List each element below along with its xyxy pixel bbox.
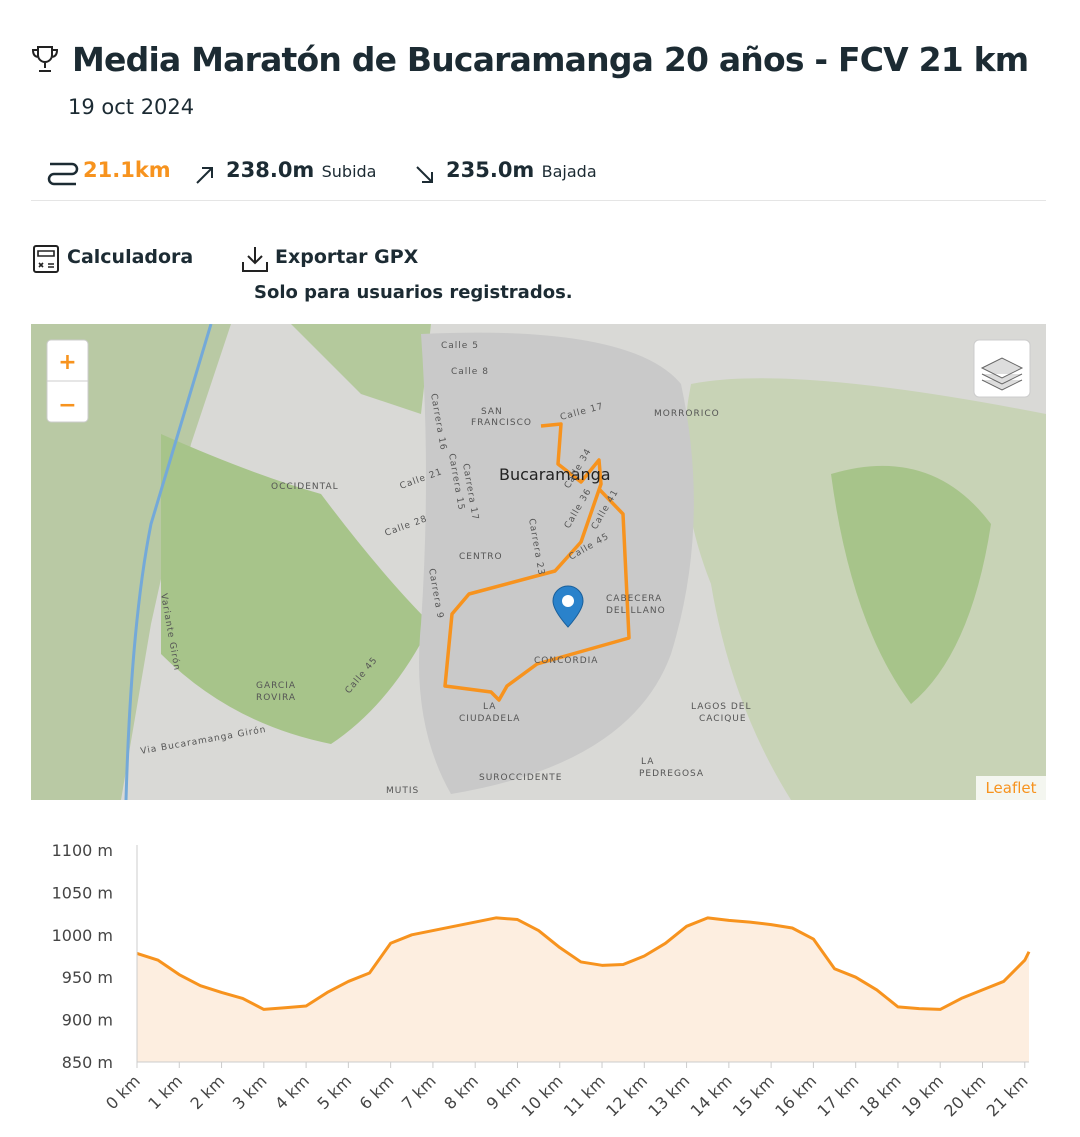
descent-icon — [416, 166, 433, 183]
title: Media Maratón de Bucaramanga 20 años - F… — [72, 40, 1029, 79]
map-label: LA — [483, 702, 496, 712]
area-fill — [137, 917, 1029, 1062]
x-tick-label: 2 km — [187, 1071, 229, 1113]
x-tick-label: 3 km — [229, 1071, 271, 1113]
download-icon — [242, 247, 268, 272]
attribution-box — [976, 776, 1046, 800]
map-label: DEL LLANO — [606, 606, 666, 616]
route — [443, 422, 631, 702]
map-label: Bucaramanga — [499, 465, 611, 484]
x-tick-label: 17 km — [814, 1071, 863, 1120]
x-tick-label: 21 km — [983, 1071, 1032, 1120]
ascent-label: Subida — [321, 162, 377, 181]
x-tick-label: 6 km — [356, 1071, 398, 1113]
descent-label: Bajada — [541, 162, 597, 181]
x-tick-label: 8 km — [440, 1071, 482, 1113]
divider — [31, 200, 1046, 201]
map-label: Calle 5 — [441, 341, 479, 351]
zoom-in[interactable]: + — [58, 350, 76, 375]
map-label: OCCIDENTAL — [271, 482, 339, 492]
x-tick-label: 11 km — [560, 1071, 609, 1120]
ascent: 238.0m — [226, 158, 315, 182]
x-tick-label: 4 km — [271, 1071, 313, 1113]
export-note: Solo para usuarios registrados. — [254, 282, 573, 303]
descent: 235.0m — [446, 158, 535, 182]
map-label: MORRORICO — [654, 409, 720, 419]
map-label: SAN — [481, 407, 503, 417]
y-tick-label: 1000 m — [52, 926, 113, 945]
x-tick-label: 12 km — [602, 1071, 651, 1120]
map-label: CACIQUE — [699, 714, 747, 724]
map-label: ROVIRA — [256, 693, 296, 703]
y-tick-label: 950 m — [62, 968, 113, 987]
map-marker-dot — [562, 595, 574, 607]
distance-icon — [47, 162, 79, 186]
map-label: CENTRO — [459, 552, 503, 562]
map-label: LAGOS DEL — [691, 702, 751, 712]
x-tick-label: 7 km — [398, 1071, 440, 1113]
map-label: CIUDADELA — [459, 714, 520, 724]
x-tick-label: 1 km — [144, 1071, 186, 1113]
x-tick-label: 0 km — [102, 1071, 144, 1113]
map-label: MUTIS — [386, 786, 419, 796]
map-label: PEDREGOSA — [639, 769, 704, 779]
elevation-line — [136, 916, 1031, 1011]
map-forest — [291, 324, 431, 414]
calculator-button[interactable]: Calculadora — [67, 246, 194, 268]
map-label: GARCIA — [256, 681, 296, 691]
map-forest — [831, 465, 991, 704]
x-tick-label: 13 km — [644, 1071, 693, 1120]
map-label: CONCORDIA — [534, 656, 598, 666]
x-tick-label: 14 km — [687, 1071, 736, 1120]
x-tick-label: 20 km — [940, 1071, 989, 1120]
map-label: LA — [641, 757, 654, 767]
y-tick-label: 850 m — [62, 1053, 113, 1072]
layers-icon — [980, 357, 1024, 391]
x-tick-label: 16 km — [771, 1071, 820, 1120]
map-label: CABECERA — [606, 594, 662, 604]
x-tick-label: 10 km — [518, 1071, 567, 1120]
map-label: FRANCISCO — [471, 418, 532, 428]
map-label: Calle 8 — [451, 367, 489, 377]
elevation-chart: 850 m 900 m 950 m 1000 m 1050 m 1100 m 0 km 1 k… — [52, 841, 1032, 1120]
zoom-out[interactable]: − — [58, 393, 76, 418]
attribution[interactable]: Leaflet — [985, 779, 1036, 797]
x-tick-label: 15 km — [729, 1071, 778, 1120]
y-tick-label: 1100 m — [52, 841, 113, 860]
export-button[interactable]: Exportar GPX — [275, 246, 419, 268]
distance: 21.1km — [83, 158, 171, 182]
map-city — [419, 332, 694, 794]
x-tick-label: 19 km — [898, 1071, 947, 1120]
y-tick-label: 1050 m — [52, 883, 113, 902]
map-label: SUROCCIDENTE — [479, 773, 562, 783]
map-river — [124, 324, 213, 800]
date: 19 oct 2024 — [68, 95, 195, 119]
x-tick-label: 5 km — [313, 1071, 355, 1113]
ascent-icon — [196, 167, 213, 184]
y-tick-label: 900 m — [62, 1011, 113, 1030]
trophy-icon — [31, 46, 59, 72]
x-tick-label: 18 km — [856, 1071, 905, 1120]
calculator-icon — [33, 245, 59, 273]
map-forest — [161, 434, 431, 744]
